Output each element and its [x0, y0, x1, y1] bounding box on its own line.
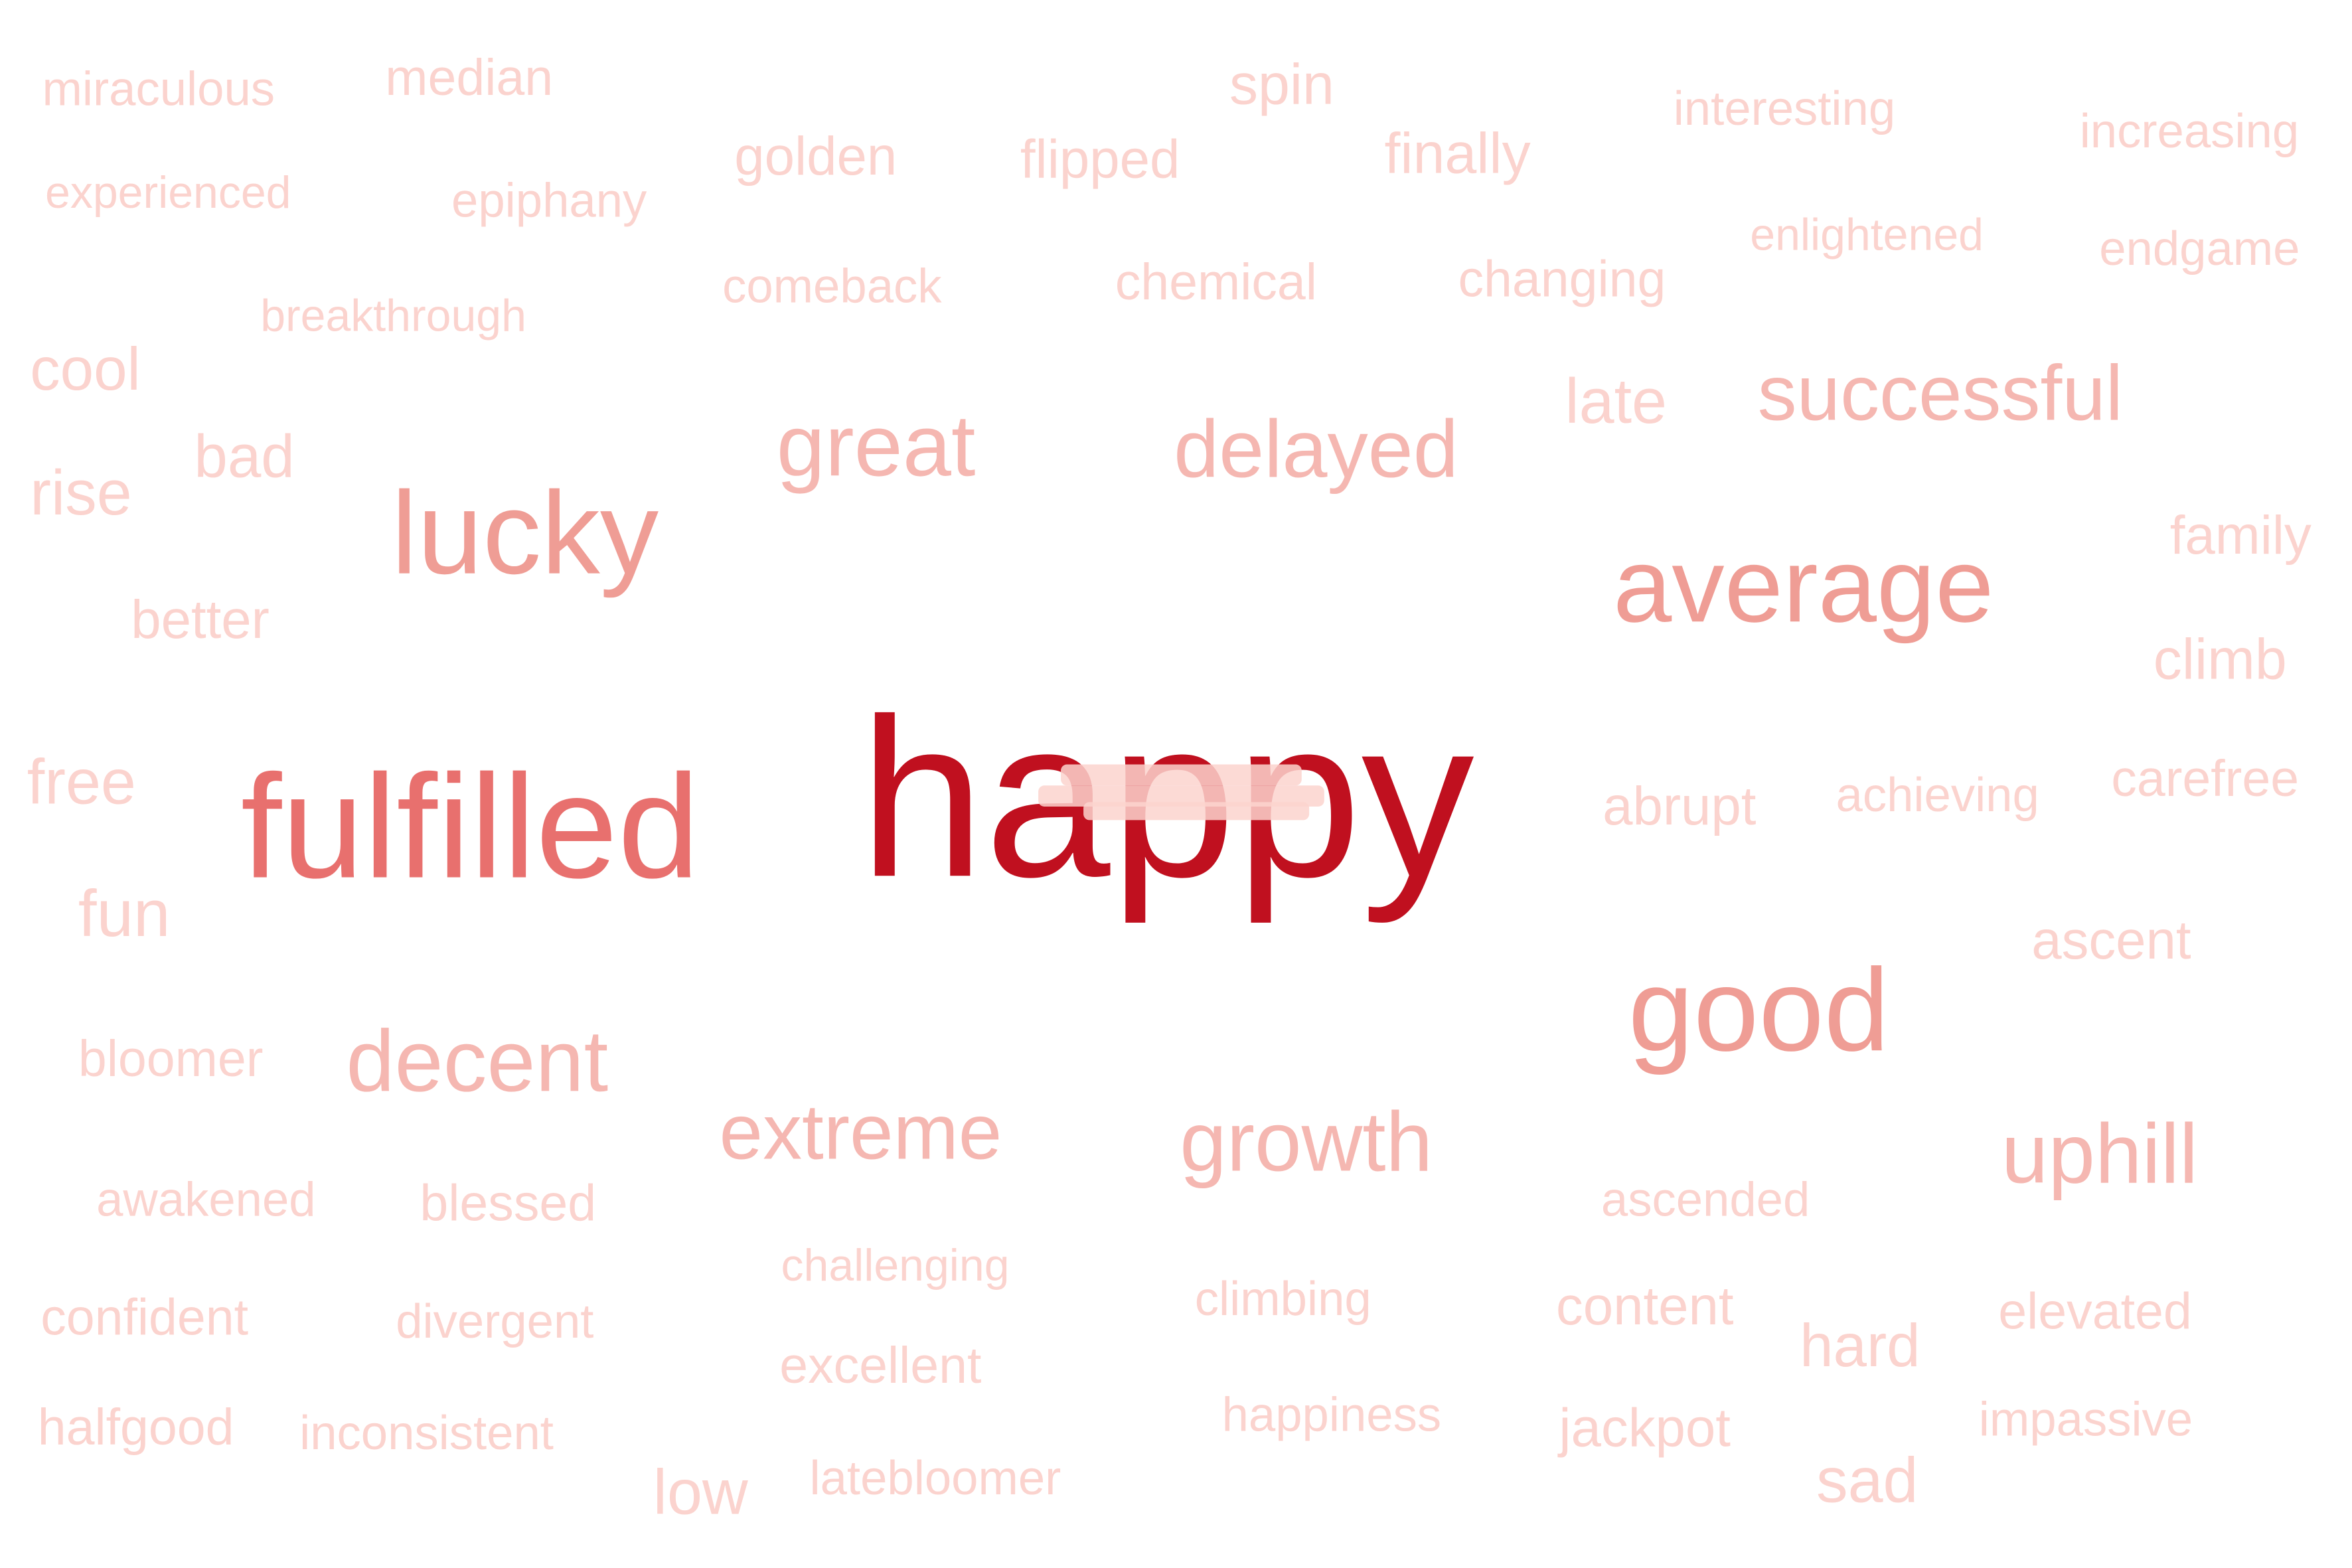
cloud-word-golden: golden — [734, 126, 897, 187]
cloud-word-confident: confident — [40, 1289, 248, 1346]
cloud-word-rise: rise — [30, 458, 131, 528]
cloud-word-sad: sad — [1816, 1445, 1918, 1516]
cloud-word-divergent: divergent — [396, 1294, 593, 1348]
cloud-word-miraculous: miraculous — [42, 62, 275, 116]
cloud-word-chemical: chemical — [1115, 254, 1317, 311]
cloud-word-free: free — [27, 747, 136, 818]
cloud-word-content: content — [1556, 1276, 1734, 1336]
cloud-word-experienced: experienced — [45, 167, 291, 218]
cloud-word-decent: decent — [346, 1012, 608, 1109]
cloud-word-achieving: achieving — [1836, 768, 2039, 822]
cloud-word-changing: changing — [1458, 251, 1666, 308]
cloud-word-carefree: carefree — [2111, 750, 2299, 807]
cloud-word-challenging: challenging — [781, 1240, 1010, 1291]
overlap-blob — [1061, 764, 1302, 786]
cloud-word-abrupt: abrupt — [1603, 776, 1757, 836]
cloud-word-successful: successful — [1758, 349, 2123, 436]
cloud-word-breakthrough: breakthrough — [260, 291, 526, 341]
cloud-word-ascent: ascent — [2031, 910, 2191, 971]
cloud-word-extreme: extreme — [720, 1087, 1002, 1175]
cloud-word-fulfilled: fulfilled — [241, 745, 700, 909]
cloud-word-average: average — [1613, 526, 1994, 644]
cloud-word-jackpot: jackpot — [1557, 1397, 1731, 1458]
cloud-word-halfgood: halfgood — [38, 1399, 234, 1456]
cloud-word-delayed: delayed — [1174, 404, 1458, 495]
cloud-word-enlightened: enlightened — [1750, 209, 1984, 260]
cloud-word-cool: cool — [30, 336, 140, 403]
cloud-word-bloomer: bloomer — [78, 1030, 264, 1087]
cloud-word-family: family — [2170, 505, 2312, 566]
cloud-word-elevated: elevated — [1998, 1283, 2191, 1340]
cloud-word-happiness: happiness — [1222, 1388, 1442, 1442]
cloud-word-increasing: increasing — [2080, 104, 2299, 158]
overlap-blob — [1083, 802, 1310, 821]
cloud-word-hard: hard — [1800, 1312, 1921, 1379]
cloud-word-good: good — [1628, 945, 1889, 1075]
cloud-word-median: median — [385, 49, 553, 106]
cloud-word-blessed: blessed — [420, 1174, 596, 1231]
cloud-word-great: great — [777, 396, 976, 494]
cloud-word-impassive: impassive — [1979, 1393, 2193, 1447]
cloud-word-lucky: lucky — [391, 468, 659, 599]
cloud-word-flipped: flipped — [1020, 129, 1180, 190]
cloud-word-low: low — [653, 1457, 748, 1528]
cloud-word-latebloomer: latebloomer — [810, 1451, 1061, 1505]
cloud-word-interesting: interesting — [1674, 82, 1896, 135]
cloud-word-inconsistent: inconsistent — [299, 1406, 554, 1460]
cloud-word-growth: growth — [1180, 1095, 1433, 1189]
overlap-blob — [1038, 785, 1324, 807]
cloud-word-spin: spin — [1229, 52, 1334, 116]
overlap-cluster — [1038, 764, 1324, 821]
cloud-word-awakened: awakened — [96, 1173, 316, 1227]
cloud-word-ascended: ascended — [1601, 1173, 1810, 1227]
cloud-word-climb: climb — [2154, 627, 2287, 691]
cloud-word-fun: fun — [78, 877, 171, 951]
cloud-word-bad: bad — [194, 424, 294, 491]
cloud-word-uphill: uphill — [2001, 1107, 2198, 1201]
cloud-word-climbing: climbing — [1195, 1272, 1372, 1326]
cloud-word-late: late — [1565, 366, 1667, 437]
cloud-word-endgame: endgame — [2099, 222, 2300, 275]
cloud-word-finally: finally — [1385, 122, 1531, 186]
cloud-word-epiphany: epiphany — [451, 173, 647, 227]
cloud-word-comeback: comeback — [722, 260, 942, 313]
cloud-word-better: better — [131, 589, 270, 650]
cloud-word-excellent: excellent — [779, 1337, 981, 1394]
